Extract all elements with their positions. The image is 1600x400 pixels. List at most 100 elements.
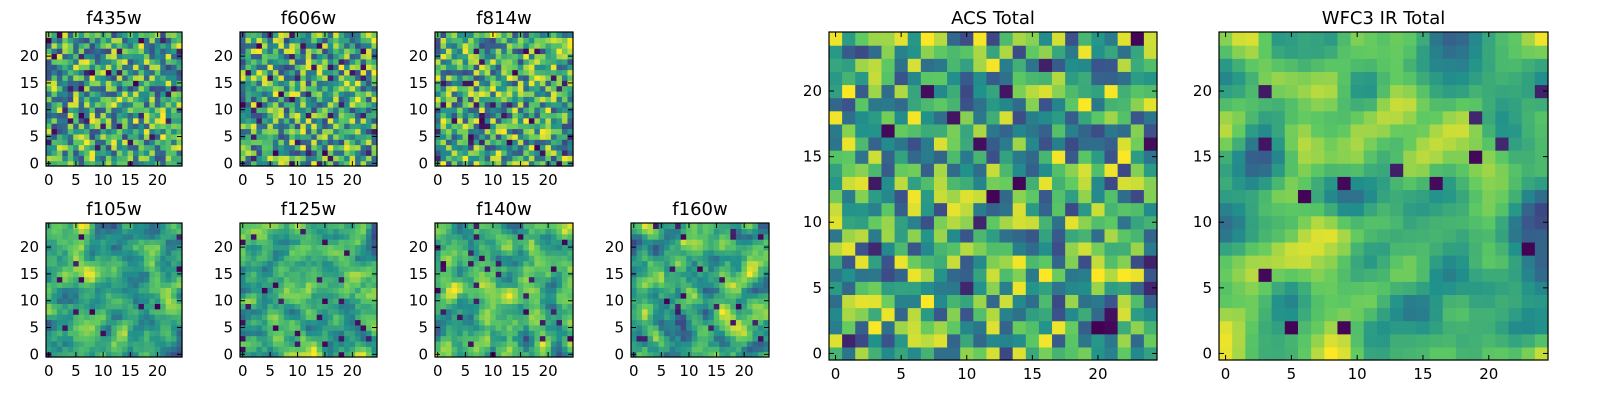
heatmap-cell xyxy=(78,314,85,321)
heatmap-cell xyxy=(127,96,134,103)
heatmap-cell xyxy=(62,128,69,135)
heatmap-cell xyxy=(283,37,290,44)
heatmap-cell xyxy=(556,96,563,103)
heatmap-cell xyxy=(160,281,167,288)
heatmap-cell xyxy=(338,265,345,272)
heatmap-cell xyxy=(512,314,519,321)
heatmap-cell xyxy=(1025,307,1040,322)
heatmap-cell xyxy=(842,281,856,295)
heatmap-cell xyxy=(691,249,698,256)
heatmap-cell xyxy=(250,80,258,87)
heatmap-cell xyxy=(523,324,530,331)
heatmap-cell xyxy=(462,330,469,337)
heatmap-cell xyxy=(495,69,502,76)
heatmap-cell xyxy=(451,330,458,337)
heatmap-cell xyxy=(245,228,252,235)
heatmap-cell xyxy=(490,80,497,87)
heatmap-cell xyxy=(160,271,167,278)
heatmap-cell xyxy=(94,112,101,119)
heatmap-cell xyxy=(1117,333,1132,348)
heatmap-cell xyxy=(327,281,334,288)
heatmap-cell xyxy=(664,281,671,288)
heatmap-cell xyxy=(1130,255,1145,269)
heatmap-cell xyxy=(67,346,74,353)
heatmap-cell xyxy=(355,260,362,267)
heatmap-cell xyxy=(149,149,156,156)
heatmap-cell xyxy=(435,101,442,108)
heatmap-cell xyxy=(67,233,74,240)
heatmap-cell xyxy=(316,112,323,119)
heatmap-cell xyxy=(446,298,453,304)
heatmap-cell xyxy=(719,260,726,267)
heatmap-cell xyxy=(122,80,129,87)
heatmap-cell xyxy=(528,133,535,140)
heatmap-cell xyxy=(46,346,53,353)
heatmap-cell xyxy=(1078,241,1092,256)
heatmap-cell xyxy=(56,90,63,97)
heatmap-cell xyxy=(338,128,345,135)
heatmap-cell xyxy=(84,48,91,55)
heatmap-cell xyxy=(283,139,290,146)
heatmap-cell xyxy=(366,128,373,135)
heatmap-cell xyxy=(446,96,453,103)
heatmap-cell xyxy=(333,330,340,337)
heatmap-cell xyxy=(647,346,654,353)
heatmap-cell xyxy=(468,346,475,353)
heatmap-cell xyxy=(653,244,660,251)
heatmap-cell xyxy=(62,139,69,146)
heatmap-cell xyxy=(479,128,486,135)
heatmap-cell xyxy=(642,260,649,267)
heatmap-cell xyxy=(1052,228,1066,243)
heatmap-cell xyxy=(122,32,129,38)
heatmap-cell xyxy=(261,287,268,294)
heatmap-cell xyxy=(116,330,123,337)
heatmap-cell xyxy=(724,340,731,347)
heatmap-cell xyxy=(763,308,770,315)
heatmap-cell xyxy=(636,276,643,283)
heatmap-cell xyxy=(51,319,58,326)
heatmap-cell xyxy=(664,298,671,304)
heatmap-cell xyxy=(267,37,274,44)
heatmap-cell xyxy=(294,330,301,337)
heatmap-cell xyxy=(78,69,85,76)
heatmap-cell xyxy=(360,249,367,256)
heatmap-cell xyxy=(446,58,453,65)
heatmap-cell xyxy=(245,319,252,326)
heatmap-cell xyxy=(62,74,69,81)
heatmap-cell xyxy=(89,330,96,337)
heatmap-cell xyxy=(338,107,345,113)
heatmap-cell xyxy=(741,228,748,235)
y-tick-label: 20 xyxy=(20,47,39,65)
heatmap-cell xyxy=(440,58,447,65)
heatmap-cell xyxy=(165,90,172,97)
heatmap-cell xyxy=(658,324,665,331)
heatmap-cell xyxy=(311,244,318,251)
heatmap-cell xyxy=(517,101,524,108)
heatmap-cell xyxy=(479,271,486,278)
heatmap-cell xyxy=(111,303,118,310)
heatmap-cell xyxy=(171,42,178,49)
heatmap-cell xyxy=(539,32,546,38)
heatmap-cell xyxy=(947,228,961,243)
heatmap-cell xyxy=(267,292,274,299)
heatmap-cell xyxy=(78,101,85,108)
heatmap-cell xyxy=(473,90,480,97)
heatmap-cell xyxy=(523,85,530,92)
heatmap-cell xyxy=(451,139,458,146)
heatmap-cell xyxy=(719,249,726,256)
heatmap-cell xyxy=(355,330,362,337)
heatmap-cell xyxy=(708,319,715,326)
heatmap-cell xyxy=(697,271,704,278)
heatmap-cell xyxy=(116,308,123,315)
heatmap-cell xyxy=(490,308,497,315)
heatmap-cell xyxy=(986,228,1001,243)
heatmap-cell xyxy=(316,287,323,294)
heatmap-cell xyxy=(267,85,274,92)
heatmap-cell xyxy=(105,255,112,262)
heatmap-cell xyxy=(366,42,373,49)
heatmap-cell xyxy=(133,314,140,321)
heatmap-cell xyxy=(741,276,748,283)
heatmap-cell xyxy=(67,244,74,251)
heatmap-cell xyxy=(647,319,654,326)
